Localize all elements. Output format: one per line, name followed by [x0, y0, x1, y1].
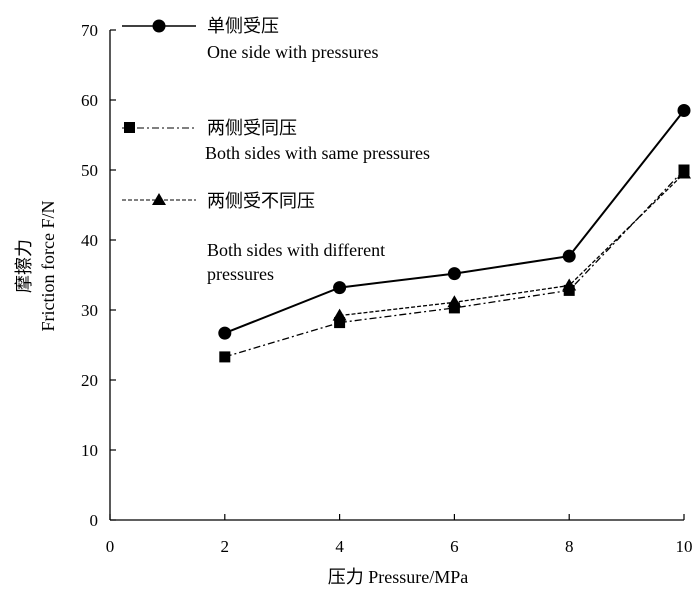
y-tick-label: 10: [81, 441, 98, 460]
data-point-triangle: [562, 278, 577, 291]
legend-entry-same-pressure: 两侧受同压 Both sides with same pressures: [122, 118, 430, 163]
x-tick-label: 8: [565, 537, 574, 556]
legend-label-en-different-pressure-line1: Both sides with different: [207, 240, 385, 260]
x-tick-label: 2: [221, 537, 230, 556]
y-tick-label: 0: [90, 511, 99, 530]
x-tick-label: 6: [450, 537, 459, 556]
x-tick-label: 0: [106, 537, 115, 556]
axes: [109, 30, 684, 521]
legend-label-cn-different-pressure: 两侧受不同压: [207, 191, 315, 211]
series-line-3: [339, 173, 685, 317]
data-point-circle: [447, 267, 461, 281]
y-axis-title-cn: 摩擦力: [14, 239, 34, 293]
y-axis-title-en: Friction force F/N: [38, 201, 58, 332]
data-point-square: [219, 351, 231, 363]
data-point-circle: [677, 104, 691, 117]
y-tick-label: 20: [81, 371, 98, 390]
legend-entry-one-side: 单侧受压 One side with pressures: [122, 16, 378, 62]
legend: 单侧受压 One side with pressures 两侧受同压 Both …: [122, 16, 430, 284]
y-tick-label: 30: [81, 301, 98, 320]
legend-marker-triangle: [152, 193, 166, 205]
legend-marker-square: [124, 122, 135, 133]
data-point-triangle: [677, 166, 691, 179]
legend-entry-different-pressure: 两侧受不同压 Both sides with different pressur…: [122, 191, 385, 284]
data-point-triangle: [447, 295, 462, 308]
legend-label-en-one-side: One side with pressures: [207, 42, 378, 62]
y-tick-label: 60: [81, 91, 98, 110]
y-axis-title-cn-group: 摩擦力: [14, 239, 34, 293]
x-tick-label: 10: [676, 537, 693, 556]
series-layer: [218, 104, 691, 363]
x-tick-label: 4: [335, 537, 344, 556]
data-point-circle: [218, 326, 232, 340]
legend-label-en-same-pressure: Both sides with same pressures: [205, 143, 430, 163]
legend-label-en-different-pressure-line2: pressures: [207, 264, 274, 284]
legend-marker-circle: [152, 19, 166, 33]
x-axis-title: 压力 Pressure/MPa: [328, 567, 469, 587]
y-tick-label: 50: [81, 161, 98, 180]
ticks: 0 2 4 6 8 10 0 10 20 30 40 50 60 70: [81, 21, 693, 556]
data-point-circle: [562, 249, 576, 263]
data-point-square: [334, 317, 346, 329]
data-point-triangle: [332, 308, 347, 321]
y-tick-label: 70: [81, 21, 98, 40]
y-axis-title-en-group: Friction force F/N: [38, 201, 58, 332]
legend-label-cn-one-side: 单侧受压: [207, 16, 279, 36]
data-point-square: [448, 302, 460, 314]
legend-label-cn-same-pressure: 两侧受同压: [207, 118, 297, 138]
y-tick-label: 40: [81, 231, 98, 250]
data-point-circle: [333, 281, 347, 295]
